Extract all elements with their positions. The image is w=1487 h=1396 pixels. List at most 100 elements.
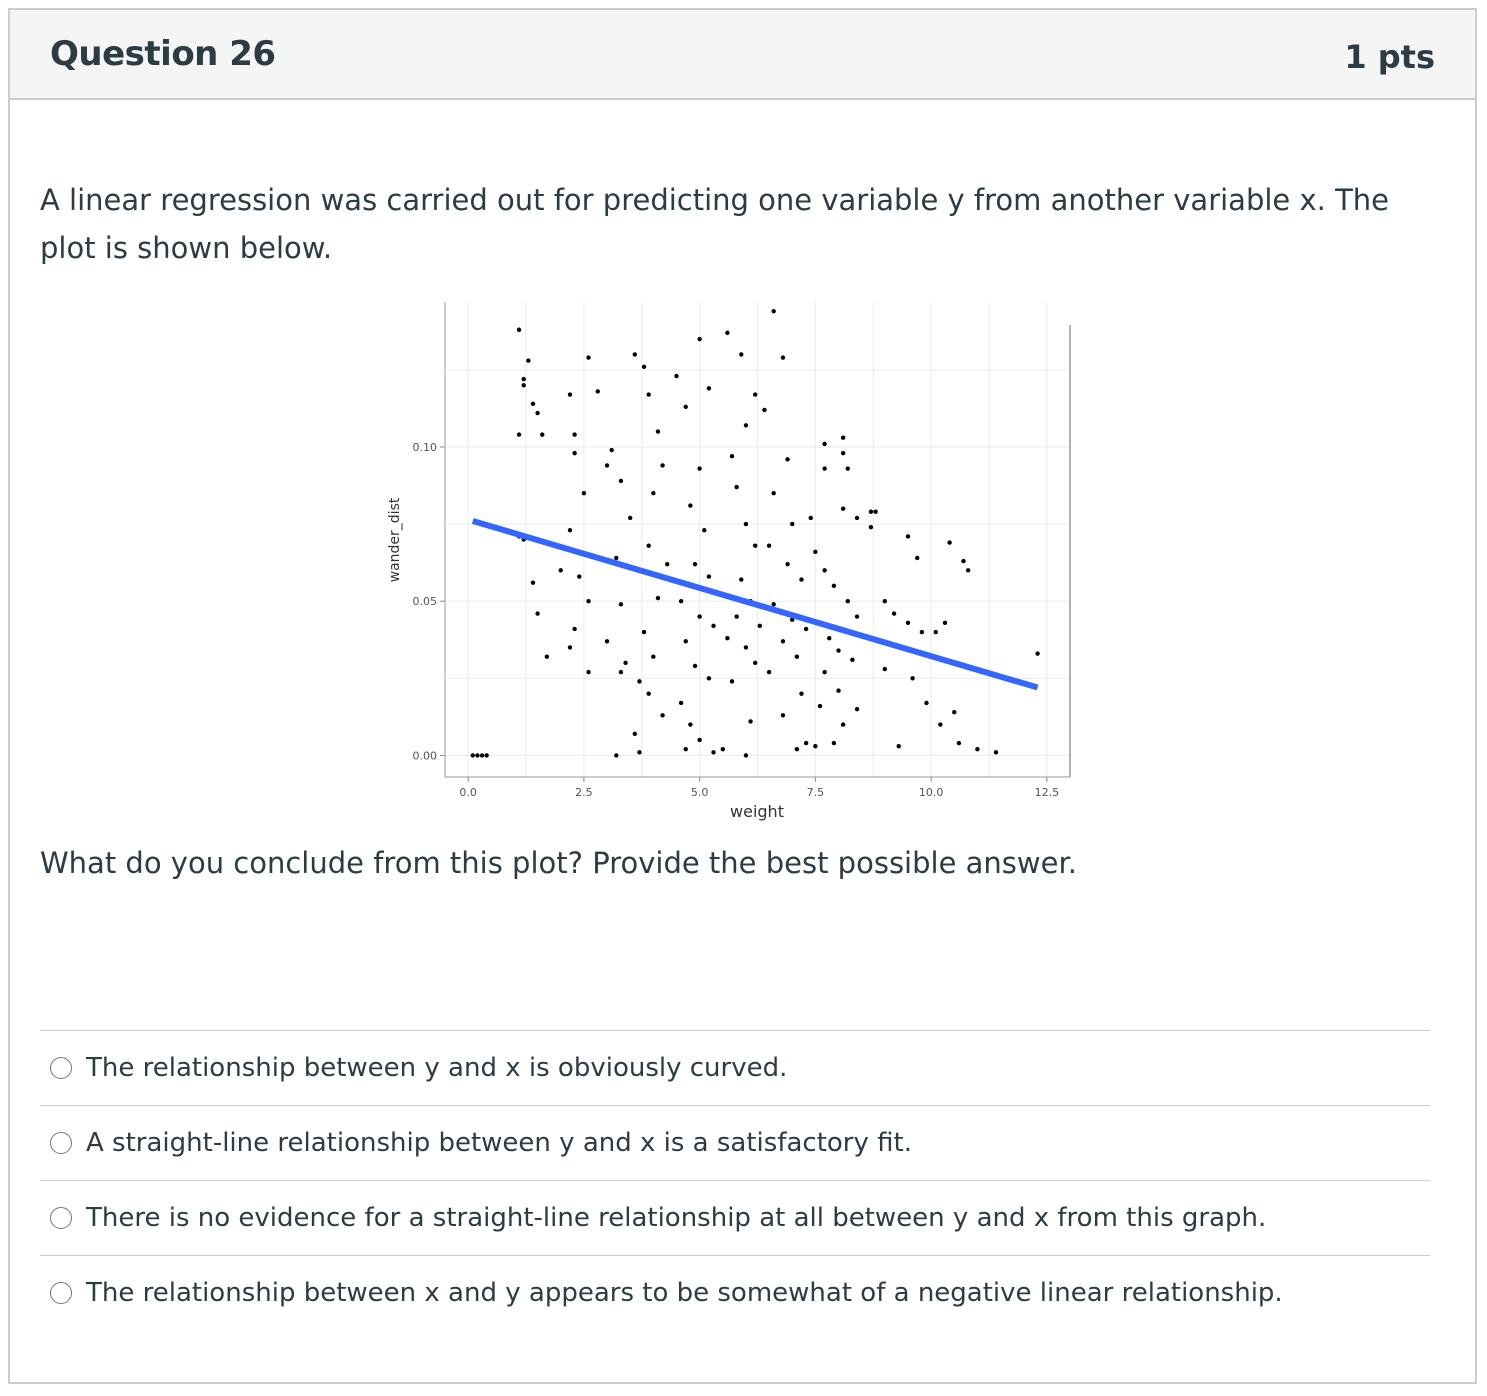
- data-point: [470, 753, 475, 758]
- data-point: [762, 407, 767, 413]
- data-point: [567, 645, 573, 650]
- data-point: [771, 309, 776, 314]
- data-point: [752, 392, 758, 397]
- data-point: [586, 598, 591, 604]
- data-point: [799, 691, 804, 696]
- data-point: [803, 740, 809, 746]
- answer-option-1[interactable]: The relationship between y and x is obvi…: [40, 1030, 1430, 1105]
- data-point: [924, 700, 929, 706]
- data-point: [632, 731, 638, 737]
- data-point: [785, 457, 790, 462]
- data-point: [729, 679, 735, 684]
- data-point: [836, 648, 841, 653]
- data-point: [915, 555, 920, 561]
- data-point: [743, 753, 749, 758]
- data-point: [790, 521, 795, 527]
- data-point: [850, 657, 855, 662]
- data-point: [905, 620, 911, 625]
- data-point: [697, 466, 702, 471]
- data-point: [660, 463, 665, 468]
- answer-label-2: A straight-line relationship between y a…: [86, 1128, 912, 1158]
- data-point: [604, 639, 610, 644]
- data-point: [572, 450, 577, 456]
- data-point: [840, 450, 846, 456]
- data-point: [905, 534, 911, 539]
- data-point: [655, 595, 661, 601]
- data-point: [975, 747, 980, 752]
- data-point: [813, 549, 818, 555]
- answer-label-3: There is no evidence for a straight-line…: [86, 1203, 1267, 1233]
- data-point: [785, 561, 790, 567]
- question-prompt: A linear regression was carried out for …: [40, 183, 1390, 265]
- data-point: [688, 503, 693, 508]
- data-point: [854, 614, 860, 619]
- x-tick-label: 10.0: [919, 786, 944, 799]
- data-point: [845, 466, 850, 471]
- question-points: 1 pts: [1344, 38, 1435, 76]
- y-axis-label: wander_dist: [387, 497, 403, 582]
- data-point: [827, 636, 832, 641]
- data-point: [873, 509, 878, 514]
- data-point: [771, 491, 776, 496]
- data-point: [655, 429, 661, 434]
- data-point: [840, 435, 846, 440]
- data-point: [993, 750, 999, 755]
- radio-button-1[interactable]: [50, 1057, 72, 1079]
- data-point: [521, 376, 526, 382]
- data-point: [965, 568, 971, 573]
- answer-option-4[interactable]: The relationship between x and y appears…: [40, 1255, 1430, 1330]
- data-point: [702, 528, 707, 533]
- data-point: [947, 540, 952, 545]
- radio-button-4[interactable]: [50, 1282, 72, 1304]
- data-point: [766, 543, 772, 548]
- data-point: [734, 484, 739, 490]
- data-point: [882, 598, 888, 604]
- data-point: [1035, 651, 1040, 656]
- data-point: [780, 713, 786, 718]
- data-point: [646, 543, 651, 548]
- data-point: [683, 747, 688, 752]
- radio-button-3[interactable]: [50, 1207, 72, 1229]
- data-point: [660, 713, 665, 718]
- data-point: [891, 611, 897, 616]
- data-point: [882, 666, 888, 672]
- data-point: [526, 358, 531, 363]
- data-point: [711, 623, 716, 629]
- data-point: [739, 352, 744, 357]
- data-point: [845, 598, 850, 604]
- question-title: Question 26: [50, 34, 276, 74]
- data-point: [530, 401, 536, 406]
- data-point: [803, 626, 809, 632]
- data-point: [910, 676, 915, 681]
- data-point: [618, 478, 624, 484]
- data-point: [535, 611, 540, 616]
- radio-button-2[interactable]: [50, 1132, 72, 1154]
- data-point: [688, 722, 693, 727]
- x-tick-label: 0.0: [459, 786, 477, 799]
- x-tick-label: 7.5: [807, 786, 825, 799]
- answer-option-2[interactable]: A straight-line relationship between y a…: [40, 1105, 1430, 1180]
- data-point: [896, 743, 901, 749]
- data-point: [734, 614, 739, 619]
- data-point: [720, 747, 725, 752]
- data-point: [678, 598, 684, 604]
- data-point: [743, 645, 749, 650]
- data-point: [530, 580, 536, 585]
- data-point: [840, 506, 846, 511]
- data-point: [771, 602, 776, 607]
- data-point: [729, 454, 735, 459]
- regression-line: [471, 518, 1039, 691]
- data-point: [646, 691, 651, 696]
- data-point: [752, 543, 758, 548]
- data-point: [933, 629, 938, 635]
- answer-option-3[interactable]: There is no evidence for a straight-line…: [40, 1180, 1430, 1255]
- data-point: [743, 423, 749, 428]
- data-point: [808, 515, 813, 521]
- y-tick-label: 0.10: [413, 441, 438, 454]
- data-point: [725, 330, 730, 336]
- question-card: Question 26 1 pts: [8, 8, 1477, 1384]
- data-point: [748, 719, 753, 724]
- data-point: [794, 654, 800, 659]
- data-point: [854, 706, 860, 712]
- data-point: [725, 636, 730, 641]
